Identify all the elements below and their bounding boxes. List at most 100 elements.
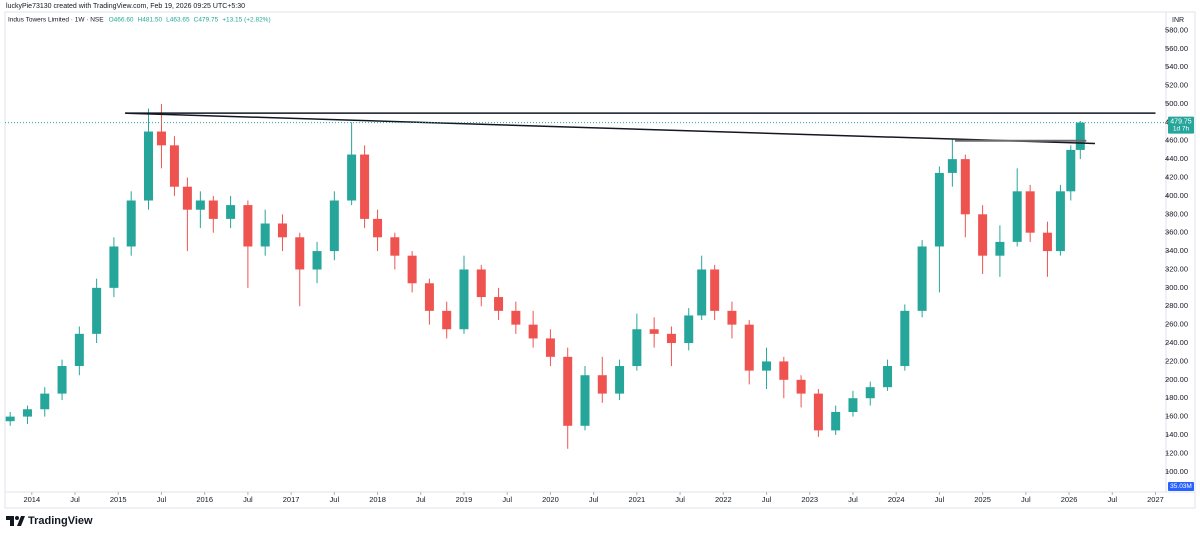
candle-body [883, 366, 893, 388]
candle-body [710, 269, 720, 311]
candle-body [666, 333, 676, 344]
candle-body [727, 310, 737, 325]
y-tick-label: 560.00 [1165, 44, 1188, 53]
candle-body [109, 246, 119, 288]
brand-logo [6, 516, 25, 526]
candle-body [169, 145, 179, 187]
candle-body [697, 269, 707, 316]
brand: TradingView [28, 515, 93, 527]
trendline [125, 112, 1096, 145]
candle-body [126, 200, 136, 247]
y-tick-label: 580.00 [1165, 25, 1188, 34]
y-tick-label: 360.00 [1165, 228, 1188, 237]
candle-body [779, 361, 789, 380]
candle-body [1012, 191, 1022, 242]
candle-body [813, 393, 823, 431]
x-tick-label: 2021 [629, 495, 646, 504]
last-price-label: 479.75 [1170, 118, 1192, 125]
x-tick-label: 2022 [715, 495, 732, 504]
x-tick-label: Jul [762, 495, 772, 504]
candle-body [329, 200, 339, 252]
candle-body [424, 283, 434, 311]
x-tick-label: Jul [935, 495, 945, 504]
ohlc-value: L463.65 [166, 17, 190, 24]
ohlc-value: +13.15 (+2.82%) [222, 17, 270, 24]
volume-label-box [1168, 482, 1194, 491]
candle-body [615, 366, 625, 394]
candle-body [360, 154, 370, 219]
y-tick-label: 340.00 [1165, 246, 1188, 255]
candle-body [494, 297, 504, 311]
x-tick-label: 2026 [1061, 495, 1078, 504]
x-tick-label: 2015 [110, 495, 127, 504]
candle-body [580, 375, 590, 426]
x-tick-label: Jul [1021, 495, 1031, 504]
x-tick-label: 2018 [369, 495, 386, 504]
candle-body [917, 246, 927, 311]
y-tick-label: 120.00 [1165, 448, 1188, 457]
candle-body [649, 329, 659, 334]
candle-body [277, 223, 287, 238]
x-tick-label: 2027 [1147, 495, 1164, 504]
candle-body [476, 269, 486, 298]
candles [5, 103, 1085, 449]
candle-body [156, 131, 166, 146]
candle-body [744, 324, 754, 371]
candle-body [226, 205, 236, 219]
ohlc-value: C479.75 [194, 17, 219, 24]
y-tick-label: 140.00 [1165, 430, 1188, 439]
volume-label: 35.03M [1170, 483, 1192, 490]
candle-body [407, 255, 417, 284]
last-price-box [1168, 116, 1194, 134]
candle-body [373, 218, 383, 238]
y-tick-label: 500.00 [1165, 99, 1188, 108]
x-tick-label: 2025 [974, 495, 991, 504]
x-tick-label: Jul [1107, 495, 1117, 504]
candle-body [900, 310, 910, 367]
candle-body [312, 251, 322, 270]
candle-body [947, 159, 957, 173]
candle-body [92, 287, 102, 334]
candle-body [182, 186, 192, 210]
y-tick-label: 240.00 [1165, 338, 1188, 347]
y-tick-label: 280.00 [1165, 301, 1188, 310]
candle-body [528, 324, 538, 339]
candle-body [459, 269, 469, 330]
ohlc-value: O466.60 [109, 17, 134, 24]
candle-body [442, 310, 452, 330]
countdown: 1d 7h [1173, 125, 1190, 132]
y-tick-label: 440.00 [1165, 154, 1188, 163]
candle-body [995, 241, 1005, 256]
candle-body [295, 237, 305, 270]
x-tick-label: Jul [848, 495, 858, 504]
candle-body [960, 159, 970, 215]
candle-body [143, 131, 153, 201]
candle-body [1055, 191, 1065, 252]
x-tick-label: 2019 [456, 495, 473, 504]
x-tick-label: 2017 [283, 495, 300, 504]
chart-title: Indus Towers Limited · 1W · NSE [8, 17, 104, 24]
x-tick-label: Jul [416, 495, 426, 504]
candle-body [195, 200, 205, 210]
y-tick-label: 520.00 [1165, 81, 1188, 90]
candle-body [260, 223, 270, 247]
candle-body [632, 329, 642, 367]
candle-body [243, 205, 253, 247]
y-tick-label: 160.00 [1165, 412, 1188, 421]
x-tick-label: Jul [502, 495, 512, 504]
y-tick-label: 320.00 [1165, 264, 1188, 273]
x-tick-label: 2023 [801, 495, 818, 504]
x-tick-label: Jul [589, 495, 599, 504]
candle-body [796, 379, 806, 394]
x-tick-label: Jul [675, 495, 685, 504]
candle-body [934, 172, 944, 247]
y-tick-label: 380.00 [1165, 209, 1188, 218]
candle-body [1075, 122, 1085, 150]
candle-body [865, 387, 875, 399]
candle-body [511, 310, 521, 325]
candle-body [74, 333, 84, 367]
candle-body [57, 366, 67, 394]
x-tick-label: 2020 [542, 495, 559, 504]
